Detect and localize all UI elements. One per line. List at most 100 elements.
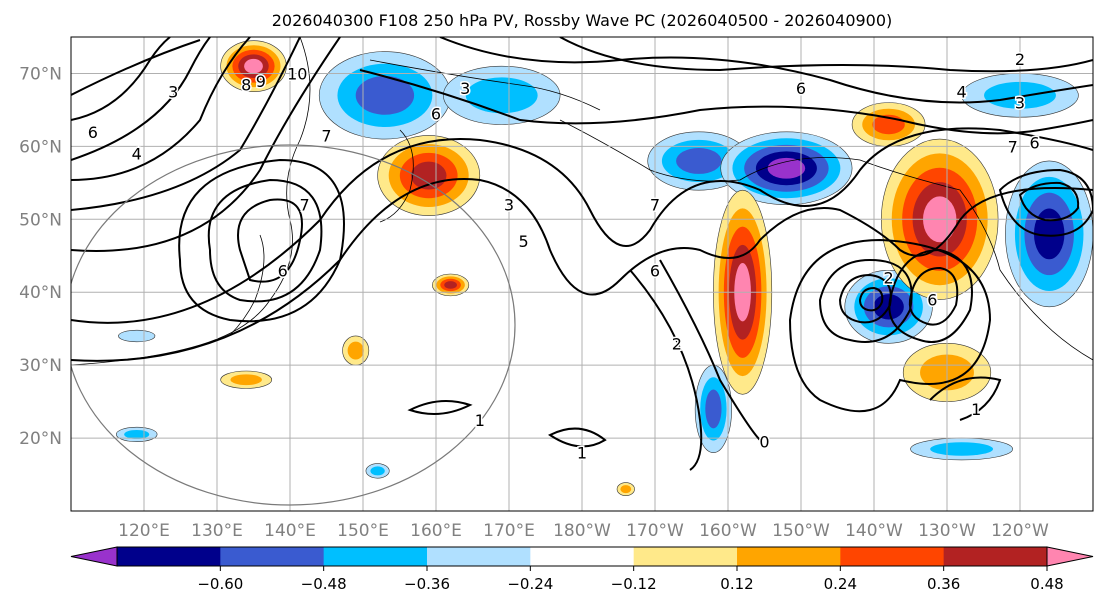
domain-circle [71,144,516,506]
colorbar-segment [633,547,738,566]
contour-label: 3 [1015,94,1025,113]
contour-line [71,37,341,252]
contour-label: 2 [1015,50,1025,69]
contour-label: 10 [287,64,307,83]
x-tick-label: 150°W [772,521,830,541]
contour-label: 1 [475,411,485,430]
x-tick-label: 180°W [553,521,611,541]
colorbar-tick-label: 0.24 [824,575,857,593]
colorbar-segment [323,547,428,566]
x-axis-ticks: 120°E 130°E 140°E 150°E 160°E 170°E 180°W 170°W… [118,521,1049,541]
kamchatka-coastline [379,129,414,223]
pv-anomaly-blob [365,463,390,479]
pv-anomaly-band [465,77,538,114]
x-tick-label: 160°E [410,521,462,541]
y-tick-label: 30°N [19,356,62,376]
contour-line [178,158,345,323]
contour-label: 6 [650,261,660,280]
x-tick-label: 150°E [337,521,389,541]
colorbar-segment [840,547,945,566]
contour-label: 4 [132,145,142,164]
contour-line [548,427,607,448]
x-tick-label: 140°E [264,521,316,541]
pv-anomaly-band [767,157,806,179]
pv-anomaly-band [124,429,150,439]
contour-label: 7 [650,196,660,215]
colorbar-tick-label: −0.36 [404,575,450,593]
map-frame [70,36,1094,512]
contour-label: 9 [256,72,266,91]
contour-line [629,269,703,471]
x-tick-label: 170°E [483,521,535,541]
contour-label: 7 [321,126,331,145]
y-tick-label: 40°N [19,283,62,303]
x-tick-label: 130°W [918,521,976,541]
x-tick-label: 130°E [191,521,243,541]
contour-label: 2 [672,334,682,353]
contour-line [71,37,251,181]
pv-anomaly-blob [318,51,451,140]
contour-label: 6 [796,79,806,98]
pv-anomaly-blob [115,426,158,443]
pv-anomaly-band [620,485,632,494]
contour-label: 1 [577,444,587,463]
contour-line [207,178,323,303]
contour-line [71,37,171,121]
x-tick-label: 170°W [626,521,684,541]
contour-line [71,37,211,161]
siberia-coastline [369,59,601,111]
contour-label: 8 [241,75,251,94]
colorbar-segment [117,547,221,566]
contour-label: 6 [278,261,288,280]
contour-label: 6 [88,123,98,142]
contour-line [407,400,473,415]
colorbar-frame [116,546,1048,567]
contour-line [788,238,992,413]
x-tick-label: 140°W [845,521,903,541]
contour-label: 7 [1008,137,1018,156]
asia-coastline [71,37,311,366]
contour-line [559,37,1093,73]
colorbar-segment [737,547,841,566]
pv-anomaly-band [444,281,457,289]
pv-anomaly-blob [220,370,273,389]
colorbar-tick-label: 0.12 [720,575,753,593]
contour-label: 1 [971,400,981,419]
y-tick-label: 60°N [19,137,62,157]
pv-anomaly-blob [342,335,370,366]
pv-anomaly-blob [443,65,561,125]
pv-anomaly-blob [694,364,732,453]
pv-anomaly-band [244,58,263,74]
colorbar-tick-label: 0.36 [927,575,960,593]
y-tick-label: 20°N [19,429,62,449]
alaska-coastline [559,119,1093,361]
pv-anomaly-band [355,75,415,115]
contour-label: 2 [884,269,894,288]
contour-label: 3 [504,196,514,215]
pv-anomaly-band [230,374,262,386]
colorbar-tick-label: −0.60 [197,575,243,593]
contour-line [659,259,761,441]
colorbar-segment [943,547,1048,566]
contour-label: 6 [927,291,937,310]
pv-anomaly-band [676,148,722,174]
x-tick-label: 160°W [699,521,757,541]
pv-anomaly-blob [432,273,470,297]
contour-line [888,248,973,343]
colorbar-segment [530,547,635,566]
contour-label: 0 [759,433,769,452]
pv-anomaly-blob [118,329,156,343]
contour-label: 6 [431,105,441,124]
y-axis-ticks: 20°N 30°N 40°N 50°N 60°N 70°N [19,64,62,449]
contour-label: 4 [957,83,967,102]
contour-line [71,39,201,96]
y-tick-label: 70°N [19,64,62,84]
contour-line [908,266,959,326]
colorbar-segment [427,547,531,566]
pv-anomaly-band [1033,208,1065,260]
colorbar-tick-label: −0.48 [301,575,347,593]
chart-title: 2026040300 F108 250 hPa PV, Rossby Wave … [272,11,893,30]
contour-label: 5 [519,232,529,251]
